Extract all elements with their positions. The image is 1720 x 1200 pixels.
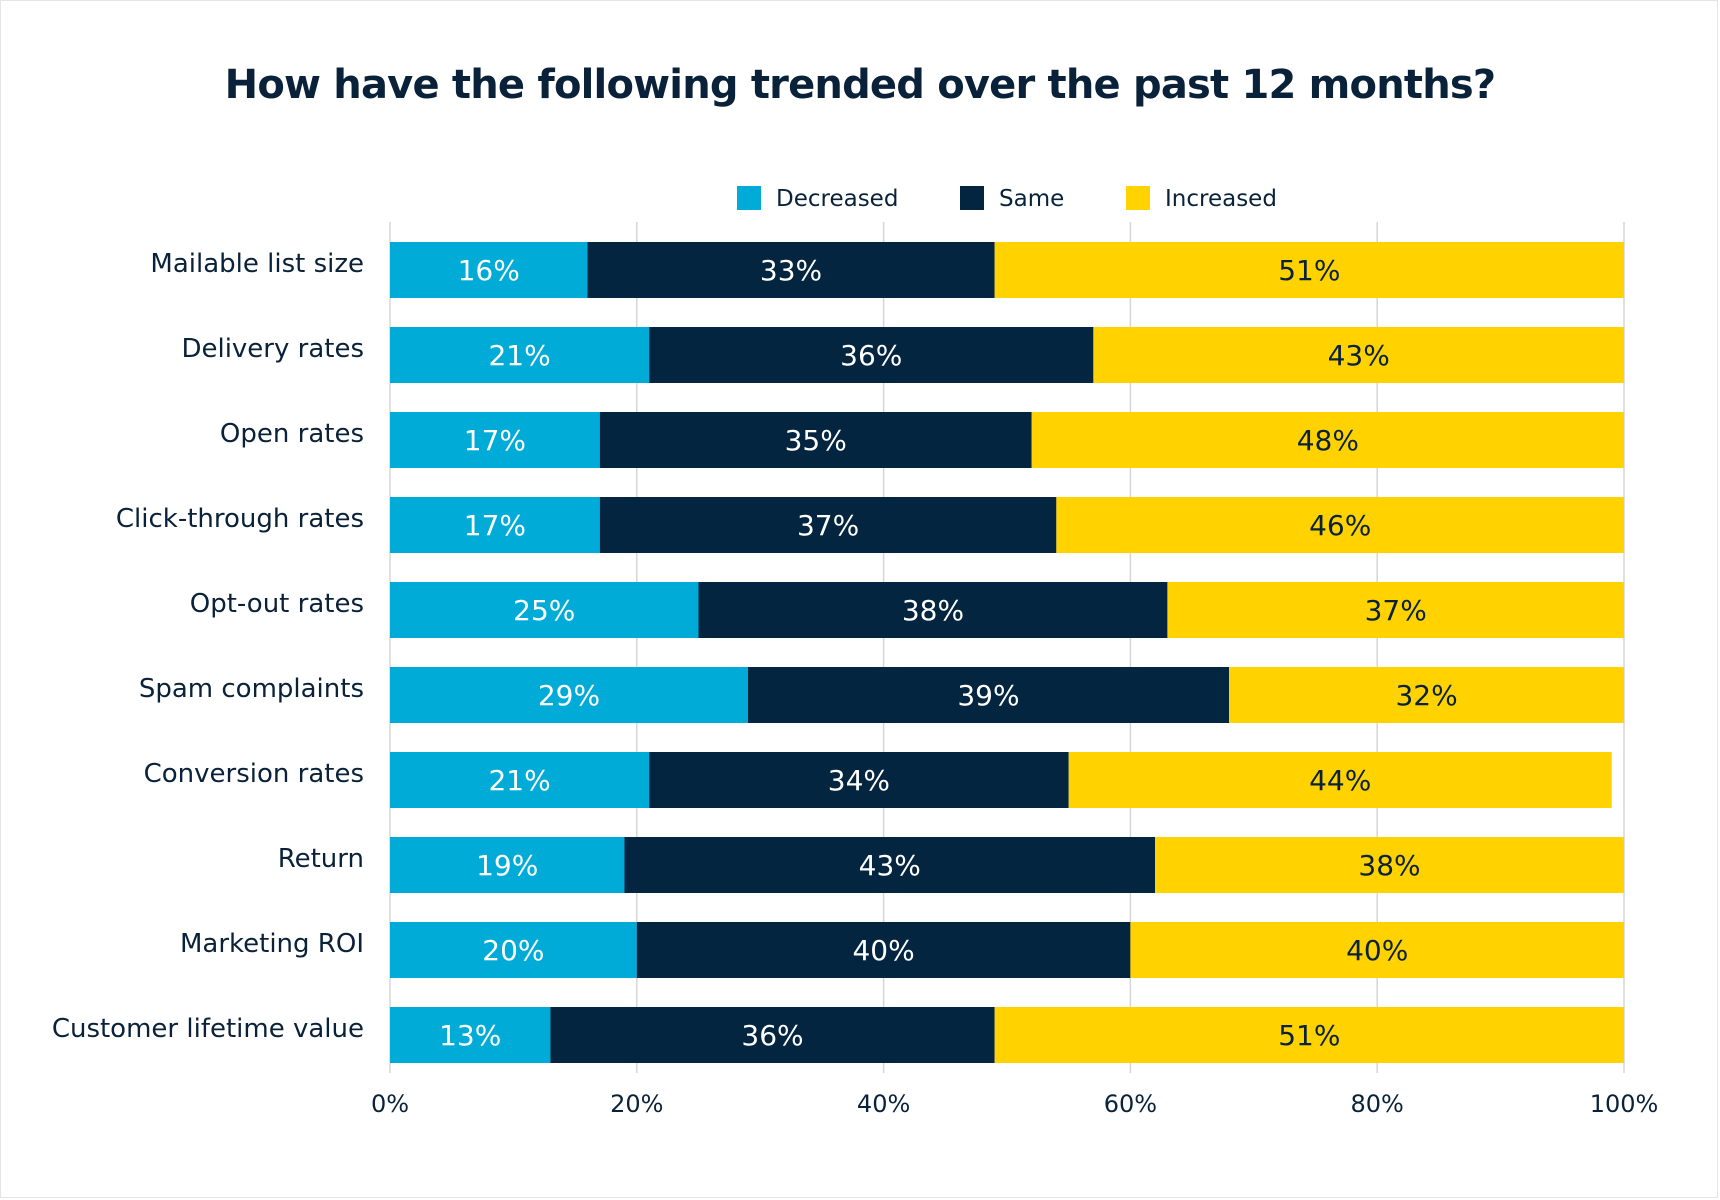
x-tick-label: 100% [1590,1090,1659,1118]
bar-segment-same [599,497,1057,553]
bar-segment-increased [994,1007,1624,1063]
bar-segment-decreased [390,667,748,723]
bar-value-label: 36% [840,339,902,372]
bar-segment-decreased [390,752,650,808]
bar-segment-same [649,327,1094,383]
bar-value-label: 36% [741,1019,803,1052]
bar-value-label: 20% [482,934,544,967]
x-tick-label: 80% [1351,1090,1404,1118]
legend: Decreased Same Increased [737,186,1277,212]
category-label: Return [278,844,364,874]
x-tick-label: 0% [371,1090,409,1118]
category-label: Conversion rates [144,759,364,789]
bar-segment-decreased [390,242,588,298]
category-label: Delivery rates [181,334,364,364]
bar-segment-same [649,752,1069,808]
x-tick-label: 40% [857,1090,910,1118]
bar-value-label: 38% [1358,849,1420,882]
bar-segment-increased [1167,582,1624,638]
bar-value-label: 44% [1309,764,1371,797]
bar-value-label: 40% [1346,934,1408,967]
bars: 16% 33% 51% 21% 36% 43% 17% 35% 48% 17% 37% 46% 25% 3… [390,242,1624,1063]
bar-segment-same [624,837,1156,893]
category-label: Open rates [220,419,364,449]
bar-value-label: 17% [464,424,526,457]
category-label: Mailable list size [150,249,364,279]
category-labels: Mailable list size Delivery rates Open rat… [52,249,364,1044]
bar-segment-same [599,412,1032,468]
bar-segment-increased [994,242,1624,298]
bar-segment-increased [1056,497,1624,553]
category-label: Marketing ROI [180,929,364,959]
x-axis-ticks: 0% 20% 40% 60% 80% 100% [371,1090,1658,1118]
bar-value-label: 51% [1278,254,1340,287]
bar-value-label: 16% [458,254,520,287]
bar-value-label: 43% [859,849,921,882]
legend-label-same: Same [999,186,1064,212]
bar-value-label: 25% [513,594,575,627]
bar-segment-decreased [390,922,637,978]
bar-segment-increased [1229,667,1624,723]
bar-value-label: 21% [488,339,550,372]
bar-value-label: 21% [488,764,550,797]
bar-segment-decreased [390,327,650,383]
legend-swatch-increased [1126,186,1150,210]
bar-segment-decreased [390,412,600,468]
bar-value-label: 38% [902,594,964,627]
x-tick-label: 60% [1104,1090,1157,1118]
bar-segment-increased [1068,752,1612,808]
bar-segment-increased [1093,327,1624,383]
chart-title: How have the following trended over the … [224,62,1496,108]
bar-segment-increased [1155,837,1624,893]
bar-segment-same [698,582,1168,638]
bar-value-label: 33% [760,254,822,287]
bar-value-label: 39% [957,679,1019,712]
bar-value-label: 13% [439,1019,501,1052]
bar-value-label: 51% [1278,1019,1340,1052]
legend-swatch-same [960,186,984,210]
legend-swatch-decreased [737,186,761,210]
category-label: Click-through rates [116,504,364,534]
category-label: Customer lifetime value [52,1014,364,1044]
bar-value-label: 17% [464,509,526,542]
bar-segment-decreased [390,497,600,553]
bar-value-label: 34% [828,764,890,797]
bar-value-label: 46% [1309,509,1371,542]
bar-segment-decreased [390,837,625,893]
bar-value-label: 35% [785,424,847,457]
x-tick-label: 20% [610,1090,663,1118]
category-label: Opt-out rates [190,589,364,619]
bar-value-label: 40% [852,934,914,967]
bar-segment-same [550,1007,995,1063]
bar-value-label: 37% [797,509,859,542]
bar-value-label: 48% [1297,424,1359,457]
bar-value-label: 43% [1328,339,1390,372]
bar-value-label: 29% [538,679,600,712]
bar-value-label: 32% [1395,679,1457,712]
bar-value-label: 37% [1365,594,1427,627]
bar-segment-decreased [390,1007,551,1063]
legend-label-increased: Increased [1165,186,1277,212]
bar-segment-increased [1130,922,1624,978]
bar-segment-same [587,242,995,298]
legend-label-decreased: Decreased [776,186,898,212]
bar-segment-same [747,667,1230,723]
bar-value-label: 19% [476,849,538,882]
bar-segment-same [636,922,1131,978]
bar-segment-increased [1031,412,1624,468]
category-label: Spam complaints [139,674,364,704]
bar-segment-decreased [390,582,699,638]
